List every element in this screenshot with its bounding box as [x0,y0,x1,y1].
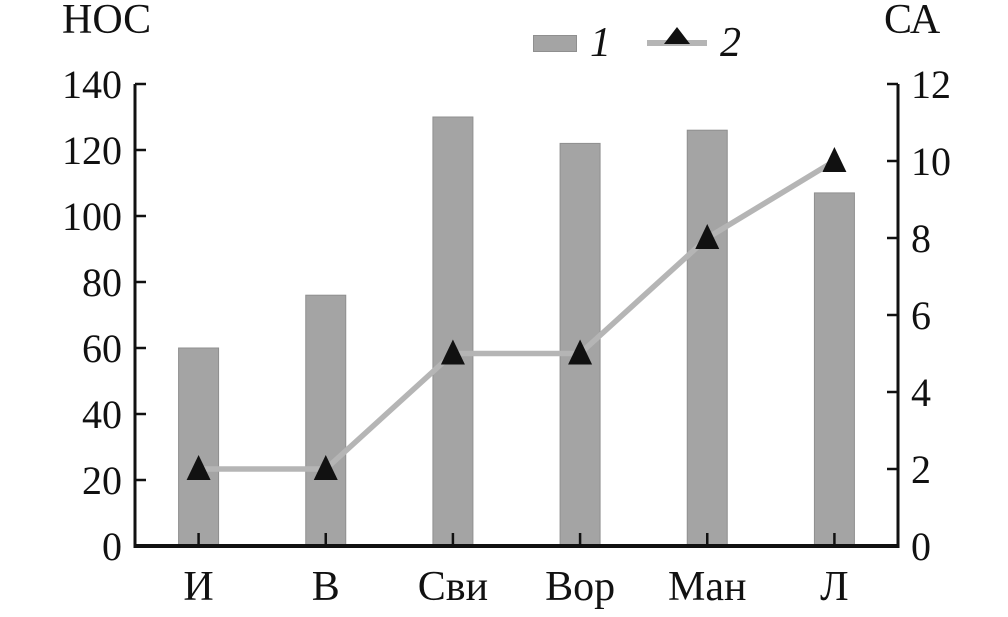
triangle-marker [695,224,720,249]
x-axis-category-label: И [183,564,213,610]
left-axis-title: НОС [62,0,152,43]
triangle-marker [186,455,211,480]
bar-series-1 [305,294,347,547]
right-axis-tick-label: 12 [911,62,951,107]
right-axis-tick-label: 2 [911,447,931,492]
triangle-marker [440,339,465,365]
right-axis-tick-label: 4 [911,370,931,415]
triangle-marker-icon [664,27,690,44]
legend-label-series-1: 1 [590,20,611,66]
left-axis-tick-label: 100 [62,194,122,239]
legend-label-series-2: 2 [720,20,741,66]
right-axis-tick-label: 0 [911,524,931,569]
left-axis-tick-label: 140 [62,62,122,107]
left-axis-tick-label: 120 [62,128,122,173]
bar-series-1 [813,192,855,547]
left-axis-tick-label: 40 [82,392,122,437]
bar-series-1 [432,116,474,547]
legend-bar-swatch-icon [533,34,577,52]
x-axis-category-label: В [312,564,340,610]
right-axis-tick-label: 10 [911,139,951,184]
x-axis-category-label: Ман [668,564,746,610]
triangle-marker [822,147,847,172]
x-axis-category-label: Л [820,564,849,610]
triangle-marker [313,455,338,480]
right-axis-tick-label: 8 [911,216,931,261]
triangle-marker [568,339,593,365]
legend-line-swatch-icon [647,27,707,46]
x-axis-category-label: Вор [545,564,615,610]
left-axis-tick-label: 80 [82,260,122,305]
x-axis-category-label: Сви [418,564,488,610]
line-series-2 [198,158,836,472]
right-axis-title: СА [884,0,941,43]
left-axis-tick-label: 20 [82,458,122,503]
bar-series-1 [686,129,728,547]
left-axis-tick-label: 0 [102,524,122,569]
legend: 1 2 [533,22,741,64]
bar-series-1 [178,347,220,547]
right-axis-tick-label: 6 [911,293,931,338]
left-axis-tick-label: 60 [82,326,122,371]
